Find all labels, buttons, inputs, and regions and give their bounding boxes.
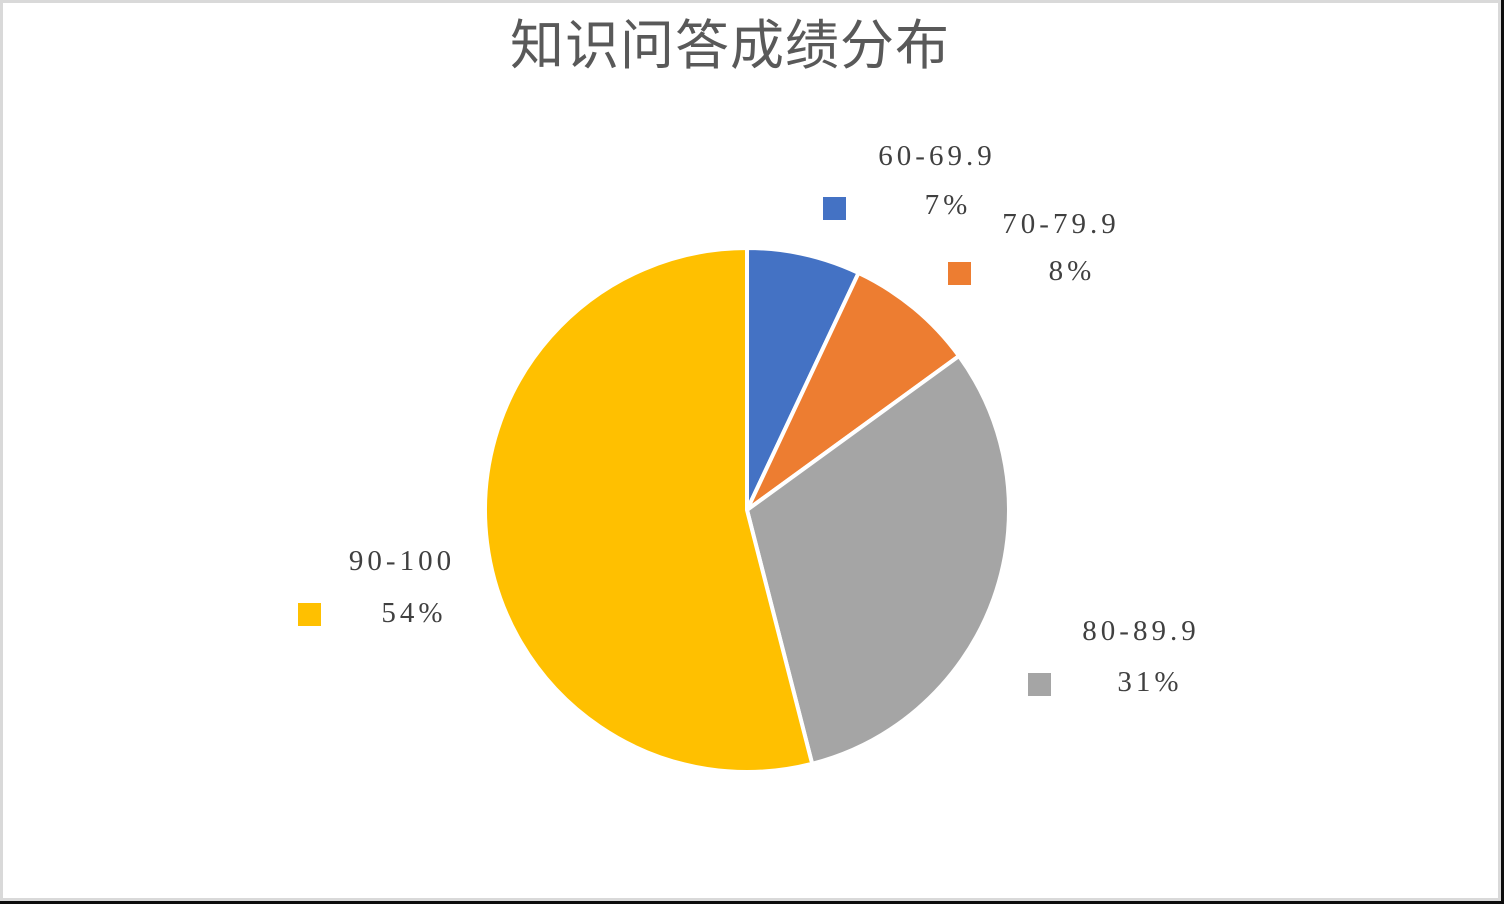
legend-key-90-100 bbox=[298, 603, 321, 626]
pie-slice-80-89.9 bbox=[745, 354, 1011, 766]
pie-slice-70-79.9 bbox=[745, 270, 961, 512]
legend-key-60-69.9 bbox=[823, 197, 846, 220]
pie-chart bbox=[483, 246, 1011, 774]
slice-label-range-80-89.9: 80-89.9 bbox=[1082, 615, 1200, 647]
slice-label-percent-70-79.9: 8% bbox=[1048, 255, 1096, 287]
pie-slice-90-100 bbox=[483, 246, 815, 774]
legend-key-80-89.9 bbox=[1028, 673, 1051, 696]
pie-slice-60-69.9 bbox=[745, 246, 861, 512]
chart-title: 知识问答成绩分布 bbox=[510, 16, 950, 76]
slice-label-percent-80-89.9: 31% bbox=[1117, 666, 1183, 698]
slice-label-range-70-79.9: 70-79.9 bbox=[1002, 208, 1120, 240]
slice-label-range-60-69.9: 60-69.9 bbox=[878, 140, 996, 172]
slice-label-percent-90-100: 54% bbox=[381, 597, 447, 629]
slice-label-range-90-100: 90-100 bbox=[348, 545, 456, 577]
slice-label-percent-60-69.9: 7% bbox=[924, 189, 972, 221]
legend-key-70-79.9 bbox=[948, 262, 971, 285]
